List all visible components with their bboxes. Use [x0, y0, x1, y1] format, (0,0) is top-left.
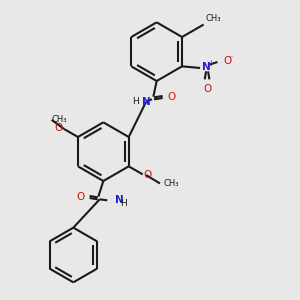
Text: ⁻: ⁻	[229, 53, 233, 62]
Text: CH₃: CH₃	[163, 179, 179, 188]
Text: CH₃: CH₃	[52, 116, 68, 124]
Text: O: O	[76, 192, 85, 202]
Text: O: O	[167, 92, 175, 102]
Text: H: H	[133, 98, 139, 106]
Text: N: N	[202, 62, 210, 72]
Text: O: O	[203, 84, 211, 94]
Text: H: H	[120, 199, 127, 208]
Text: O: O	[54, 123, 63, 133]
Text: CH₃: CH₃	[205, 14, 221, 23]
Text: N: N	[115, 195, 124, 205]
Text: O: O	[224, 56, 232, 66]
Text: O: O	[143, 170, 152, 180]
Text: +: +	[207, 59, 213, 68]
Text: N: N	[142, 97, 150, 107]
